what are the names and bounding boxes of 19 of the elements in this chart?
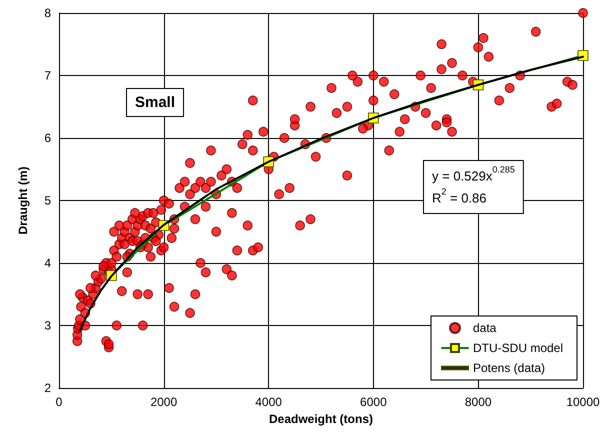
x-tick-label: 6000 bbox=[360, 395, 388, 409]
legend-label: data bbox=[472, 321, 497, 335]
y-tick-label: 6 bbox=[44, 131, 52, 145]
x-tick-label: 10000 bbox=[566, 395, 600, 409]
y-tick-label: 3 bbox=[44, 318, 52, 332]
y-tick-label: 8 bbox=[44, 6, 52, 20]
x-tick-label: 2000 bbox=[150, 395, 178, 409]
legend-label: DTU-SDU model bbox=[472, 341, 564, 355]
y-tick-label: 7 bbox=[44, 68, 52, 82]
x-tick-label: 0 bbox=[56, 395, 63, 409]
y-tick-label: 2 bbox=[44, 381, 52, 395]
y-tick-label: 4 bbox=[44, 256, 52, 270]
y-axis-title: Draught (m) bbox=[16, 166, 30, 234]
legend-label: Potens (data) bbox=[472, 361, 546, 375]
annotation: Small bbox=[135, 94, 176, 111]
y-tick-label: 5 bbox=[44, 194, 52, 208]
x-axis-title: Deadweight (tons) bbox=[269, 412, 373, 426]
x-tick-label: 8000 bbox=[464, 395, 492, 409]
x-tick-label: 4000 bbox=[255, 395, 282, 409]
